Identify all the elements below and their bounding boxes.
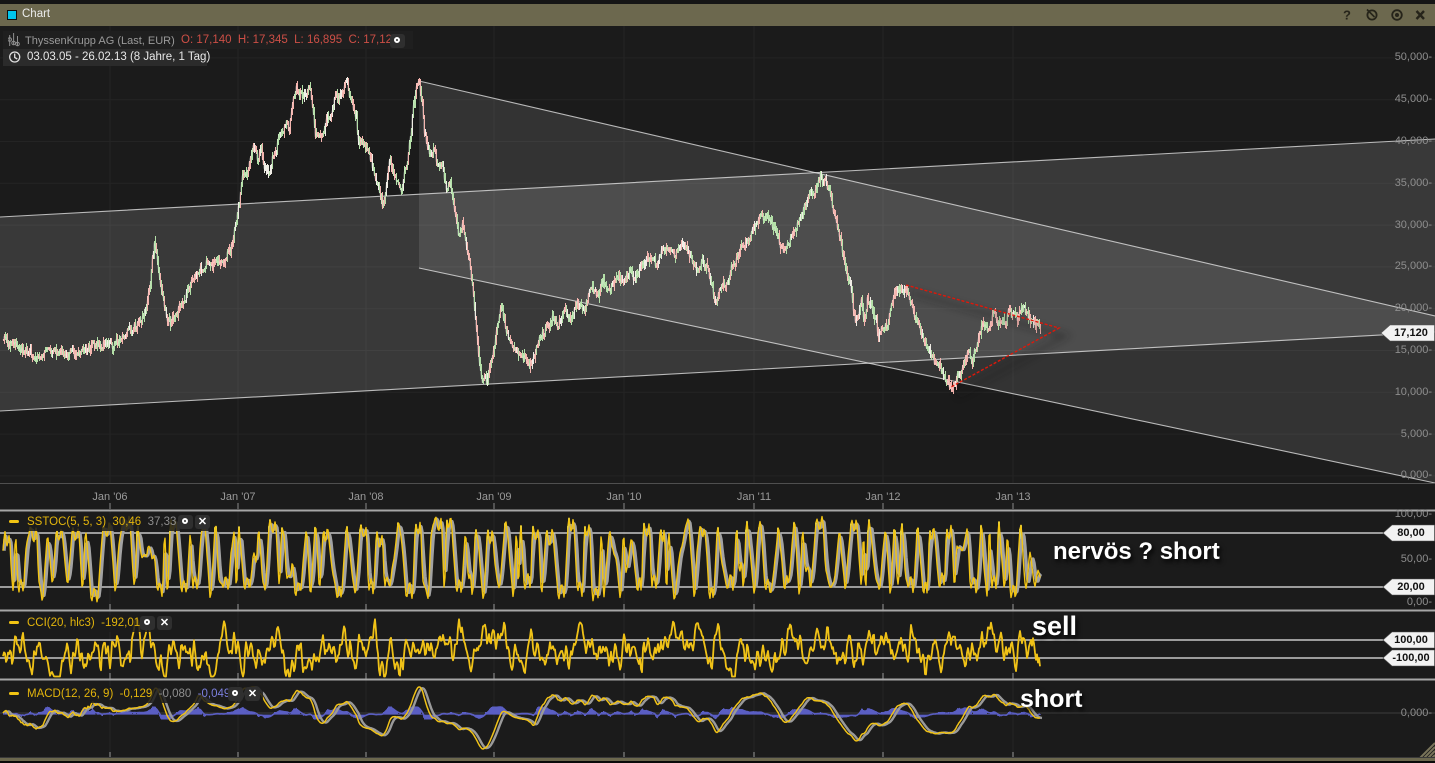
svg-text:?: ? bbox=[1343, 8, 1351, 23]
